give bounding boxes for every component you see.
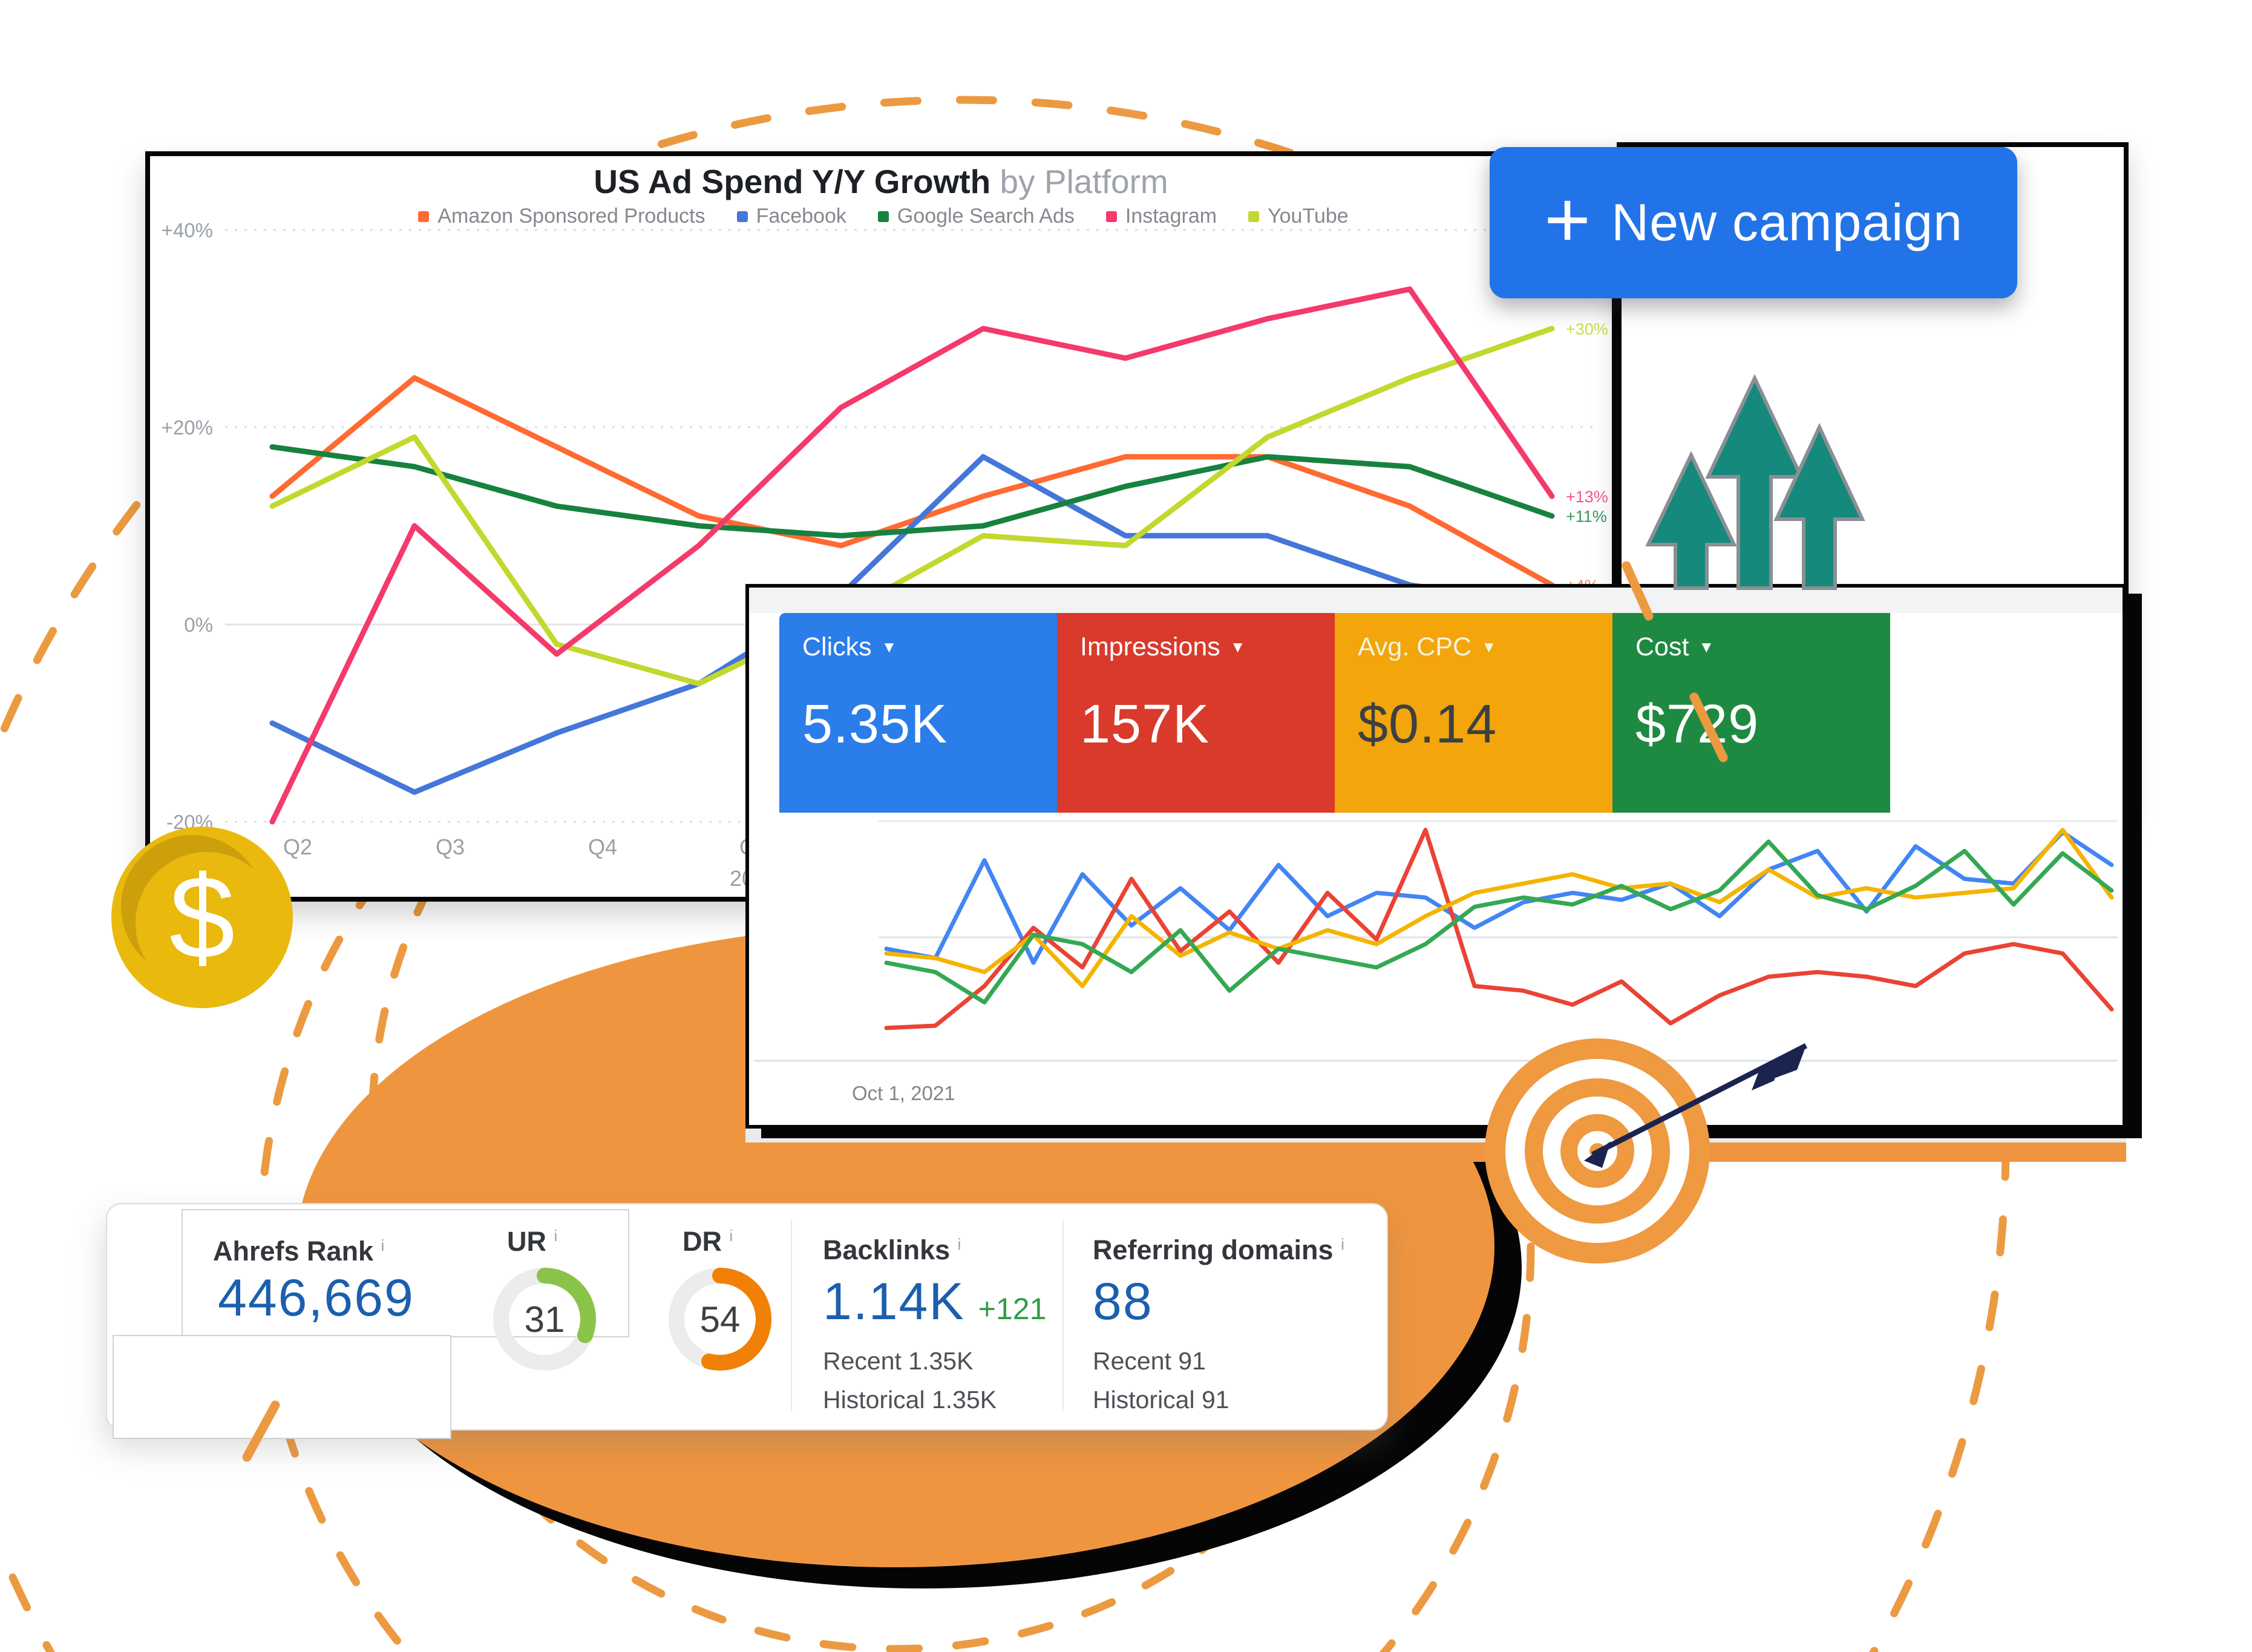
info-icon[interactable]: i [554,1227,558,1245]
chart-title-main: US Ad Spend Y/Y Growth [594,163,991,200]
y-axis-label: +40% [162,219,213,241]
backlinks-recent: Recent 1.35K [823,1347,974,1375]
ur-label: UR i [507,1226,558,1257]
backlinks-delta: +121 [978,1292,1047,1326]
dr-gauge: 54 [660,1259,781,1380]
backlinks-label: Backlinks i [823,1234,961,1265]
ad-spend-line-chart: +40%+20%0%-20%Q2Q3Q4Q12021+4%+2%+11%+30%… [162,219,1608,891]
legend-item: Facebook [736,205,846,228]
cost-card[interactable]: Cost ▼ $729 [1612,613,1890,813]
target-bullseye-icon [1485,1038,1808,1264]
growth-arrows-icon [1645,373,1865,590]
legend-label: Google Search Ads [897,205,1075,228]
impressions-value: 157K [1080,694,1210,755]
backlinks-value: 1.14K +121 [823,1273,1047,1331]
legend-swatch [736,211,748,222]
metric-cards: Clicks ▼ 5.35K Impressions ▼ 157K Avg. CPC… [779,613,1890,813]
orange-strip-decor [745,1142,2126,1162]
caret-down-icon[interactable]: ▼ [1481,638,1497,656]
info-icon[interactable]: i [381,1236,385,1254]
dollar-symbol: $ [169,851,235,983]
backlinks-historical: Historical 1.35K [823,1386,997,1414]
google-ads-toolbar [749,588,2123,613]
caret-down-icon[interactable]: ▼ [1229,638,1246,656]
legend-swatch [1248,211,1260,222]
legend-swatch [1105,211,1117,222]
legend-label: Instagram [1125,205,1217,228]
info-icon[interactable]: i [729,1227,733,1245]
ad-spend-chart-title: US Ad Spend Y/Y Growth by Platform [145,162,1617,201]
legend-item: Instagram [1105,205,1217,228]
caret-down-icon[interactable]: ▼ [1698,638,1715,656]
caret-down-icon[interactable]: ▼ [881,638,897,656]
legend-item: Amazon Sponsored Products [418,205,705,228]
info-icon[interactable]: i [957,1235,961,1253]
avg-cpc-value: $0.14 [1358,694,1498,755]
x-axis-label: Q2 [283,834,312,859]
impressions-label: Impressions [1080,632,1220,661]
clicks-value: 5.35K [802,694,948,755]
legend-label: Amazon Sponsored Products [437,205,705,228]
legend-label: YouTube [1268,205,1349,228]
ads-performance-line-chart [754,820,2118,1062]
impressions-card[interactable]: Impressions ▼ 157K [1057,613,1335,813]
chart-date-label: Oct 1, 2021 [852,1082,955,1104]
gray-strip-decor [745,1127,2126,1142]
legend-swatch [418,211,430,222]
series-end-label: +30% [1566,320,1608,338]
screenshot-fragment-box [113,1335,451,1439]
plus-icon: + [1544,175,1591,264]
chart-title-sub: by Platform [990,163,1168,200]
series-end-label: +13% [1566,488,1608,506]
new-campaign-label: New campaign [1611,193,1963,252]
series-end-label: +11% [1566,508,1607,526]
referring-recent: Recent 91 [1093,1347,1206,1375]
x-axis-label: Q3 [436,834,465,859]
dollar-coin-icon [111,827,293,1008]
referring-historical: Historical 91 [1093,1386,1229,1414]
clicks-label: Clicks [802,632,872,661]
referring-domains-value: 88 [1093,1273,1153,1331]
ad-spend-legend: Amazon Sponsored Products Facebook Google … [206,205,1561,228]
avg-cpc-label: Avg. CPC [1358,632,1471,661]
avg-cpc-card[interactable]: Avg. CPC ▼ $0.14 [1335,613,1612,813]
legend-swatch [877,211,889,222]
ahrefs-rank-label: Ahrefs Rank i [213,1236,385,1267]
referring-domains-label: Referring domains i [1093,1234,1344,1265]
ur-gauge: 31 [484,1259,605,1380]
clicks-card[interactable]: Clicks ▼ 5.35K [779,613,1057,813]
legend-label: Facebook [756,205,846,228]
x-axis-label: Q4 [588,834,617,859]
cost-label: Cost [1635,632,1689,661]
legend-item: YouTube [1248,205,1349,228]
dr-value: 54 [699,1299,741,1340]
y-axis-label: +20% [162,416,213,439]
divider [791,1220,792,1411]
legend-item: Google Search Ads [877,205,1075,228]
cost-value: $729 [1635,694,1759,755]
divider [1062,1220,1064,1411]
y-axis-label: 0% [184,614,213,636]
ahrefs-rank-value: 446,669 [218,1269,414,1327]
new-campaign-button[interactable]: + New campaign [1490,147,2017,298]
info-icon[interactable]: i [1341,1235,1344,1253]
ur-value: 31 [524,1299,565,1340]
dr-label: DR i [682,1226,733,1257]
